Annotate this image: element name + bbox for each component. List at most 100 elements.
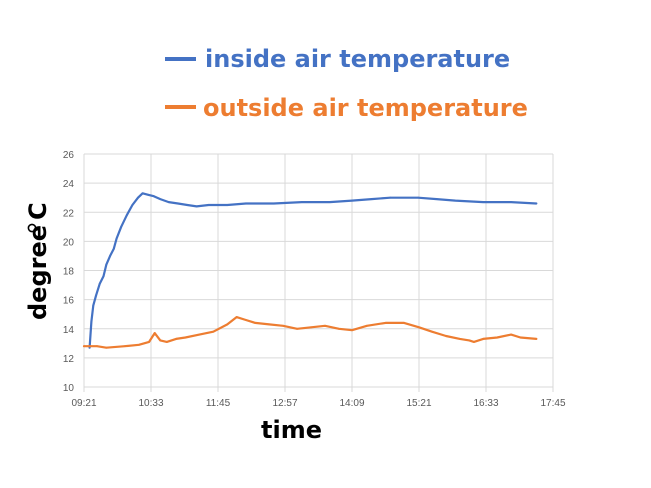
data-point bbox=[159, 198, 162, 201]
y-tick-label: 18 bbox=[63, 267, 75, 278]
data-point bbox=[105, 263, 108, 266]
y-tick-label: 14 bbox=[63, 325, 75, 336]
x-tick-label: 09:21 bbox=[71, 398, 96, 409]
data-point bbox=[90, 320, 93, 323]
x-tick-label: 16:33 bbox=[473, 398, 498, 409]
data-point bbox=[418, 326, 420, 329]
data-point bbox=[141, 192, 144, 195]
data-point bbox=[120, 225, 123, 228]
data-point bbox=[105, 346, 108, 349]
data-point bbox=[310, 326, 312, 329]
data-point bbox=[370, 198, 373, 201]
x-tick-label: 15:21 bbox=[406, 398, 431, 409]
x-tick-label: 14:09 bbox=[339, 398, 364, 409]
data-point bbox=[389, 196, 392, 199]
x-tick-label: 10:33 bbox=[138, 398, 163, 409]
data-point bbox=[115, 237, 118, 240]
series-outside bbox=[82, 316, 538, 349]
data-point bbox=[482, 201, 485, 204]
data-point bbox=[92, 304, 95, 307]
y-tick-label: 24 bbox=[63, 179, 75, 190]
data-point bbox=[124, 345, 126, 348]
data-point bbox=[510, 333, 512, 336]
data-point bbox=[254, 322, 257, 324]
data-point bbox=[519, 336, 522, 339]
data-point bbox=[98, 282, 101, 285]
data-point bbox=[137, 196, 139, 199]
data-point bbox=[300, 201, 303, 204]
data-point bbox=[268, 323, 271, 326]
data-point bbox=[148, 341, 151, 343]
data-point bbox=[212, 330, 215, 333]
data-point bbox=[112, 247, 115, 250]
data-point bbox=[167, 201, 170, 204]
x-axis-ticks: 09:21 10:33 11:45 12:57 14:09 15:21 16:33 17:45 bbox=[71, 398, 565, 409]
data-point bbox=[235, 316, 238, 318]
data-point bbox=[459, 338, 461, 340]
data-point bbox=[272, 202, 275, 205]
data-point bbox=[226, 204, 229, 206]
data-point bbox=[445, 335, 447, 337]
x-tick-label: 11:45 bbox=[206, 398, 231, 409]
data-point bbox=[417, 196, 419, 199]
data-point bbox=[338, 327, 340, 330]
data-point bbox=[96, 345, 98, 348]
data-point bbox=[296, 327, 298, 330]
data-point bbox=[159, 339, 162, 342]
data-point bbox=[138, 343, 140, 346]
data-point bbox=[403, 322, 405, 324]
data-point bbox=[482, 338, 485, 340]
data-point bbox=[207, 204, 210, 206]
data-point bbox=[165, 341, 168, 343]
data-point bbox=[152, 195, 155, 198]
data-point bbox=[351, 199, 353, 202]
data-point bbox=[195, 205, 198, 208]
data-point bbox=[324, 324, 326, 327]
series-inside bbox=[88, 192, 538, 349]
series-line bbox=[82, 316, 538, 349]
data-point bbox=[535, 202, 538, 205]
legend: inside air temperature outside air tempe… bbox=[165, 45, 528, 122]
data-point bbox=[328, 201, 331, 204]
data-point bbox=[153, 332, 156, 334]
data-point bbox=[510, 201, 512, 204]
data-point bbox=[468, 339, 471, 342]
y-axis-ticks: 10 12 14 16 18 20 22 24 26 bbox=[63, 150, 75, 394]
x-axis-title: time bbox=[261, 416, 322, 444]
data-point bbox=[226, 323, 229, 326]
data-point bbox=[384, 322, 387, 324]
gridlines bbox=[83, 153, 554, 392]
legend-label-inside: inside air temperature bbox=[205, 45, 510, 73]
data-point bbox=[431, 330, 433, 333]
data-point bbox=[184, 336, 187, 339]
legend-label-outside: outside air temperature bbox=[203, 94, 528, 122]
x-tick-label: 12:57 bbox=[272, 398, 297, 409]
y-tick-label: 26 bbox=[63, 150, 75, 161]
data-point bbox=[351, 329, 353, 332]
data-point bbox=[102, 275, 105, 278]
y-axis-title: degree C bbox=[24, 202, 52, 320]
y-axis-unit: C bbox=[24, 202, 52, 220]
data-point bbox=[147, 193, 150, 196]
data-point bbox=[435, 198, 438, 201]
data-point bbox=[95, 294, 97, 297]
data-point bbox=[245, 202, 247, 205]
data-point bbox=[83, 345, 85, 348]
data-point bbox=[454, 199, 457, 202]
data-point bbox=[282, 324, 284, 327]
y-tick-label: 12 bbox=[63, 354, 75, 365]
degree-symbol bbox=[27, 223, 37, 233]
data-point bbox=[175, 338, 178, 340]
y-axis-title-text: degree bbox=[24, 225, 52, 320]
x-tick-label: 17:45 bbox=[540, 398, 565, 409]
y-tick-label: 16 bbox=[63, 296, 75, 307]
y-tick-label: 20 bbox=[63, 237, 75, 248]
data-point bbox=[496, 336, 499, 339]
data-point bbox=[473, 341, 475, 343]
data-point bbox=[125, 214, 128, 217]
data-point bbox=[245, 319, 247, 321]
data-point bbox=[186, 204, 189, 206]
y-tick-label: 22 bbox=[63, 208, 75, 219]
